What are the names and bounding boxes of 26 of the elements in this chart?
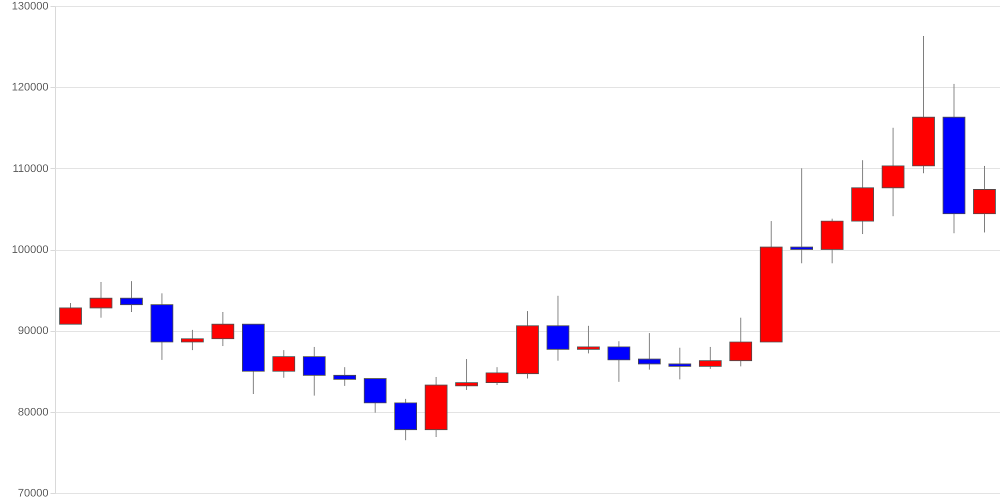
candlestick	[455, 358, 478, 390]
candlestick	[729, 317, 752, 367]
candlestick	[790, 168, 814, 264]
candlestick	[90, 281, 112, 318]
candlestick	[668, 347, 692, 380]
y-tick-label: 70000	[18, 488, 48, 500]
candlestick	[333, 366, 356, 386]
candlestick	[302, 346, 326, 396]
candlestick	[181, 329, 204, 351]
y-tick-label: 110000	[12, 162, 48, 175]
candlestick	[272, 350, 296, 378]
candlestick	[608, 340, 630, 382]
candlestick	[486, 366, 508, 386]
y-tick-label: 80000	[18, 406, 48, 418]
candlestick	[59, 302, 82, 325]
candlestick	[546, 295, 570, 362]
candlestick	[120, 280, 143, 312]
candlestick	[698, 346, 722, 370]
y-tick-label: 120000	[12, 82, 48, 94]
candlestick	[638, 332, 661, 370]
y-tick-label: 100000	[12, 244, 48, 256]
y-tick-label: 90000	[18, 325, 48, 338]
candlestick	[577, 325, 600, 354]
y-tick-label: 130000	[12, 0, 48, 12]
candlestick	[211, 312, 234, 347]
candlestick	[882, 127, 904, 217]
